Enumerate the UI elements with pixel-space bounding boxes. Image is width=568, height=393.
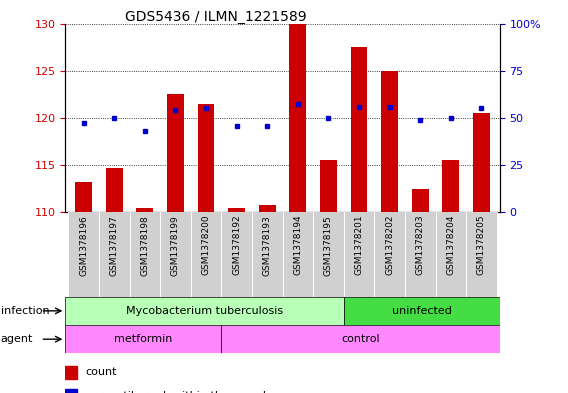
Bar [350,47,367,212]
Bar [191,212,222,297]
Bar [136,208,153,212]
Text: metformin: metformin [114,334,173,344]
Bar [222,212,252,297]
Bar [160,212,191,297]
Bar [198,104,215,212]
Bar [412,189,429,212]
Text: GSM1378193: GSM1378193 [263,215,272,275]
Text: control: control [341,334,380,344]
Text: agent: agent [1,334,33,344]
Text: uninfected: uninfected [392,306,452,316]
Text: GSM1378204: GSM1378204 [446,215,456,275]
Bar [344,297,500,325]
Bar [99,212,130,297]
Bar [228,208,245,212]
Bar [65,297,344,325]
Bar [106,168,123,212]
Bar [283,212,313,297]
Text: GSM1378197: GSM1378197 [110,215,119,275]
Text: infection: infection [1,306,49,316]
Text: GSM1378192: GSM1378192 [232,215,241,275]
Bar [222,325,500,353]
Bar [381,71,398,212]
Bar [405,212,436,297]
Bar [436,212,466,297]
Text: GSM1378203: GSM1378203 [416,215,425,275]
Bar [374,212,405,297]
Text: count: count [85,367,116,378]
Bar [68,212,99,297]
Bar [65,389,77,393]
Text: GSM1378202: GSM1378202 [385,215,394,275]
Bar [290,24,306,212]
Text: GSM1378200: GSM1378200 [202,215,211,275]
Bar [320,160,337,212]
Bar [313,212,344,297]
Text: GSM1378205: GSM1378205 [477,215,486,275]
Bar [473,113,490,212]
Text: GSM1378198: GSM1378198 [140,215,149,275]
Text: GSM1378199: GSM1378199 [171,215,180,275]
Bar [466,212,497,297]
Text: GSM1378195: GSM1378195 [324,215,333,275]
Bar [252,212,283,297]
Text: GSM1378196: GSM1378196 [79,215,88,275]
Text: GSM1378194: GSM1378194 [294,215,302,275]
Bar [442,160,460,212]
Bar [259,205,275,212]
Bar [130,212,160,297]
Text: GSM1378201: GSM1378201 [354,215,364,275]
Bar [65,366,77,379]
Bar [167,94,184,212]
Text: percentile rank within the sample: percentile rank within the sample [85,391,273,393]
Text: GDS5436 / ILMN_1221589: GDS5436 / ILMN_1221589 [125,10,307,24]
Bar [344,212,374,297]
Bar [76,182,92,212]
Text: Mycobacterium tuberculosis: Mycobacterium tuberculosis [126,306,283,316]
Bar [65,325,222,353]
